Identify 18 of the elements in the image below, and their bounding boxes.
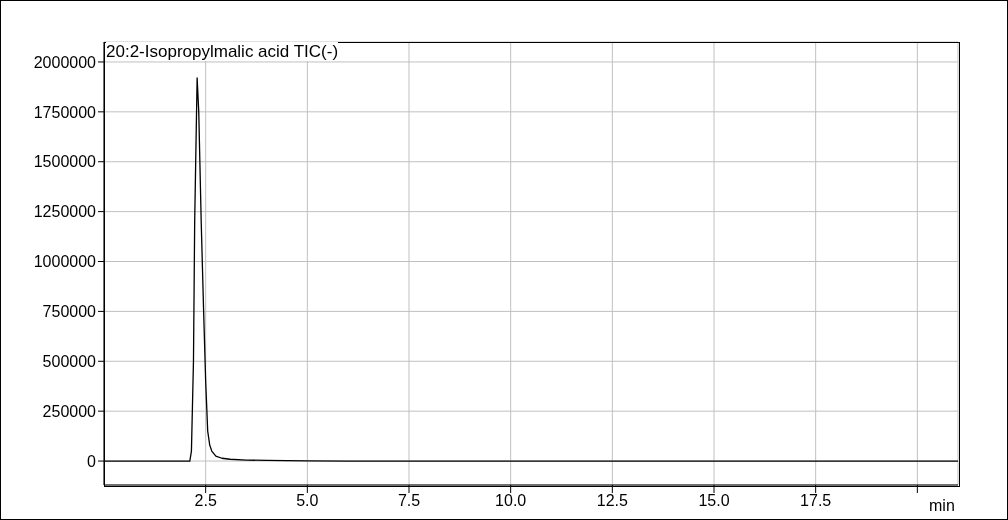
x-tick-label: 2.5 <box>194 492 217 510</box>
y-tick-label: 1500000 <box>33 153 97 171</box>
x-tick-label: 7.5 <box>397 492 421 510</box>
x-tick-label: 10.0 <box>495 492 527 510</box>
x-axis-title: min <box>929 497 955 515</box>
x-tick-label: 15.0 <box>698 492 730 510</box>
y-tick-label: 1750000 <box>33 103 97 121</box>
y-tick-label: 0 <box>87 452 97 470</box>
y-tick-label: 250000 <box>42 402 97 420</box>
y-tick-label: 500000 <box>42 352 97 370</box>
x-tick-label: 17.5 <box>800 492 832 510</box>
x-tick-label: 5.0 <box>296 492 319 510</box>
y-tick-label: 2000000 <box>33 53 97 71</box>
chart-title: 20:2-Isopropylmalic acid TIC(-) <box>106 42 339 61</box>
y-tick-label: 1250000 <box>33 203 97 221</box>
y-tick-label: 1000000 <box>33 253 97 271</box>
x-tick-label: 12.5 <box>596 492 629 510</box>
y-tick-label: 750000 <box>42 303 97 321</box>
